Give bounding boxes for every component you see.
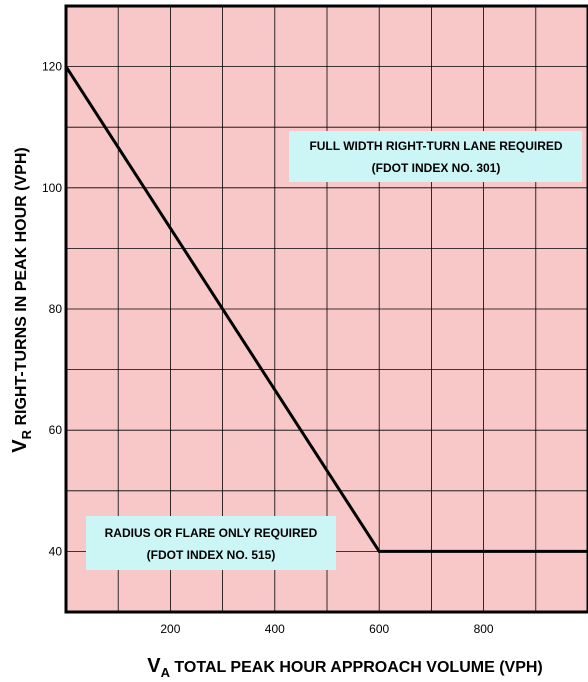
x-axis-label-main: V <box>147 655 161 677</box>
series-layer <box>64 65 588 553</box>
annotation-box <box>86 516 336 570</box>
annotation-line: (FDOT INDEX NO. 515) <box>147 548 276 562</box>
x-axis-label: VA TOTAL PEAK HOUR APPROACH VOLUME (VPH) <box>147 655 543 680</box>
y-tick-label: 80 <box>49 302 63 316</box>
y-axis-label: VR RIGHT-TURNS IN PEAK HOUR (VPH) <box>9 147 34 452</box>
y-axis-label-rest: RIGHT-TURNS IN PEAK HOUR (VPH) <box>13 147 30 430</box>
x-tick-label: 800 <box>474 622 494 636</box>
x-tick-label: 400 <box>265 622 285 636</box>
y-tick-label: 100 <box>42 181 62 195</box>
tick-labels: 200 400 600 800 120 100 80 60 40 <box>42 60 494 636</box>
x-tick-label: 600 <box>369 622 389 636</box>
x-axis-label-subscript: A <box>161 665 171 680</box>
annotation-box <box>289 131 582 182</box>
annotation-radius-flare: RADIUS OR FLARE ONLY REQUIRED (FDOT INDE… <box>86 516 336 570</box>
annotation-line: FULL WIDTH RIGHT-TURN LANE REQUIRED <box>309 139 562 153</box>
plot-frame <box>64 4 588 614</box>
x-tick-label: 200 <box>160 622 180 636</box>
series-line <box>64 65 588 553</box>
annotation-full-width: FULL WIDTH RIGHT-TURN LANE REQUIRED (FDO… <box>289 131 582 182</box>
x-axis-label-rest: TOTAL PEAK HOUR APPROACH VOLUME (VPH) <box>170 659 543 676</box>
annotation-line: RADIUS OR FLARE ONLY REQUIRED <box>105 526 318 540</box>
y-tick-label: 40 <box>49 544 63 558</box>
y-tick-label: 60 <box>49 423 63 437</box>
annotation-line: (FDOT INDEX NO. 301) <box>372 161 501 175</box>
y-axis-label-subscript: R <box>19 429 34 439</box>
y-axis-label-main: V <box>9 439 31 453</box>
y-tick-label: 120 <box>42 60 62 74</box>
